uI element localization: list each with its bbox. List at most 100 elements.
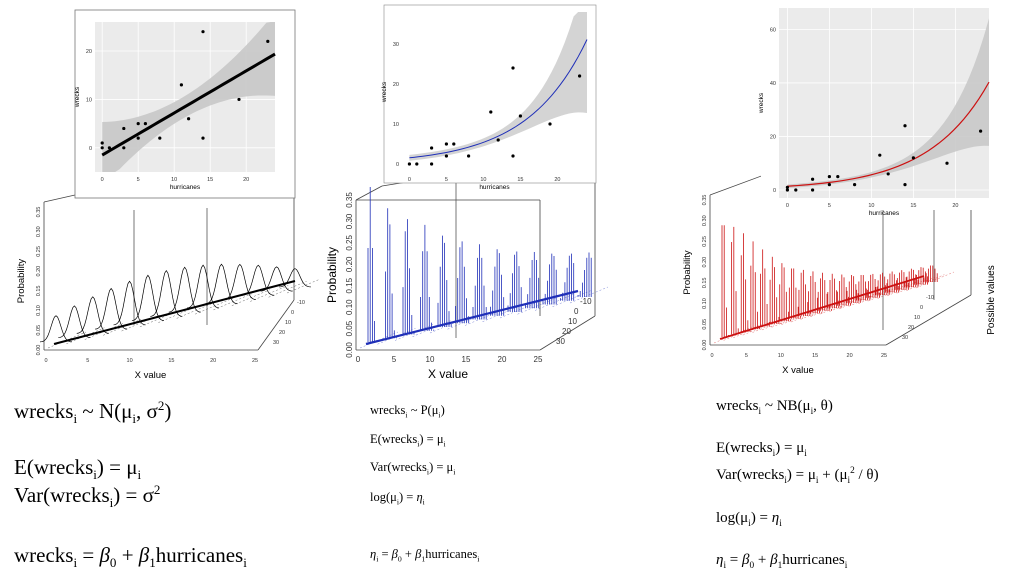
y-axis-label: Probability: [682, 250, 693, 295]
data-point: [878, 153, 882, 157]
x-tick-label: 5: [828, 203, 831, 209]
y-tick-label: 0: [89, 146, 92, 152]
x-axis-label: X value: [428, 367, 468, 381]
data-point: [122, 146, 126, 150]
y-tick-label: 0.30: [345, 213, 354, 229]
x-tick-label: 5: [392, 355, 397, 364]
data-point: [979, 129, 983, 133]
y-tick-label: 20: [393, 82, 399, 88]
base-fit-line: [719, 275, 925, 340]
z-tick-label: -10: [926, 295, 934, 301]
x-tick-label: 15: [207, 177, 213, 183]
normal-dist-eq: wrecksi ~ N(μi, σ2): [14, 398, 172, 427]
x-axis-label: X value: [782, 365, 814, 376]
density-curve: [131, 274, 164, 322]
base-fit-line: [365, 289, 579, 346]
depth-line: [742, 318, 781, 336]
poisson-scatter-plot: 0 5 10 15 20 0 10 20 30 hurricanes wrecks: [381, 4, 597, 191]
y-tick-label: 0.00: [702, 340, 708, 351]
y-tick-label: 0.00: [345, 342, 354, 358]
negbin-3d-frame: [709, 160, 972, 346]
data-point: [578, 74, 582, 78]
data-point: [415, 162, 419, 166]
confidence-band: [102, 22, 275, 172]
z-tick-label: 0: [291, 310, 294, 316]
data-point: [100, 146, 104, 150]
data-point: [266, 39, 270, 43]
data-point: [444, 154, 448, 158]
data-point: [886, 172, 890, 176]
data-point: [785, 188, 789, 192]
x-tick-label: 20: [554, 177, 560, 183]
y-axis-label: wrecks: [74, 86, 81, 108]
depth-line: [286, 276, 326, 294]
negbin-mean-eq: E(wrecksi) = μi: [716, 440, 807, 459]
y-tick-label: 0.10: [702, 298, 708, 309]
data-point: [237, 97, 241, 102]
z-tick-label: 10: [285, 320, 291, 326]
normal-density-axes: 0.00 0.05 0.10 0.15 0.20 0.25 0.30 0.35 0 5 10 15 20…: [16, 207, 305, 381]
x-tick-label: 15: [168, 358, 174, 364]
y-tick-label: 0: [396, 162, 399, 168]
y-tick-label: 60: [770, 27, 776, 33]
x-tick-label: 0: [786, 203, 789, 209]
y-tick-label: 0.00: [36, 345, 42, 356]
y-tick-label: 0.20: [345, 256, 354, 272]
depth-line: [121, 314, 160, 332]
poisson-linear-eq: ηi = β0 + β1hurricanesi: [370, 547, 480, 564]
data-point: [836, 174, 840, 179]
z-tick-label: 20: [562, 327, 571, 336]
normal-linear-eq: wrecksi = β0 + β1hurricanesi: [14, 543, 247, 571]
data-point: [794, 188, 798, 192]
x-axis-label: hurricanes: [869, 210, 900, 217]
x-tick-label: 10: [480, 177, 486, 183]
density-curve: [187, 264, 220, 309]
y-tick-label: 0: [773, 188, 776, 194]
y-tick-label: 0.25: [345, 235, 354, 251]
y-axis-label: wrecks: [758, 92, 765, 114]
poisson-figure: 0.00 0.05 0.10 0.15 0.20 0.25 0.30 0.35 0 5 10 15 20…: [325, 4, 609, 381]
normal-var-eq: Var(wrecksi) = σ2: [14, 482, 161, 511]
density-curve: [113, 280, 146, 326]
x-tick-label: 5: [445, 177, 448, 183]
x-tick-label: 5: [745, 353, 748, 359]
data-point: [518, 114, 522, 118]
x-tick-label: 10: [426, 355, 435, 364]
y-tick-label: 40: [770, 81, 776, 87]
base-fit-line: [53, 280, 296, 345]
y-tick-label: 30: [393, 42, 399, 48]
x-tick-label: 0: [101, 177, 104, 183]
data-point: [811, 177, 815, 181]
z-tick-label: 30: [273, 340, 279, 346]
x-tick-label: 20: [210, 358, 216, 364]
x-tick-label: 10: [778, 353, 784, 359]
data-point: [107, 146, 111, 150]
poisson-mean-eq: E(wrecksi) = μi: [370, 432, 446, 449]
fit-line: [787, 81, 990, 187]
data-point: [548, 122, 552, 126]
x-tick-label: 25: [534, 355, 543, 364]
x-tick-label: 10: [127, 358, 133, 364]
x-tick-label: 5: [86, 358, 89, 364]
data-point: [179, 83, 183, 87]
z-tick-label: 0: [574, 307, 579, 316]
z-tick-label: 20: [908, 325, 914, 331]
data-point: [158, 136, 162, 140]
x-tick-label: 15: [462, 355, 471, 364]
depth-line: [771, 311, 810, 328]
y-tick-label: 0.15: [36, 285, 42, 296]
z-tick-label: -10: [297, 300, 305, 306]
density-curve: [39, 315, 73, 343]
x-tick-label: 25: [252, 358, 258, 364]
y-tick-label: 10: [86, 97, 92, 103]
y-tick-label: 0.25: [702, 236, 708, 247]
y-tick-label: 20: [770, 134, 776, 140]
x-tick-label: 0: [408, 177, 411, 183]
y-tick-label: 0.30: [702, 215, 708, 226]
y-tick-label: 0.10: [345, 299, 354, 315]
y-tick-label: 0.05: [36, 325, 42, 336]
z-tick-label: 30: [556, 337, 565, 346]
y-tick-label: 0.30: [36, 226, 42, 237]
normal-panel: 0.00 0.05 0.10 0.15 0.20 0.25 0.30 0.35 0 5 10 15 20…: [0, 0, 326, 390]
data-point: [811, 188, 815, 192]
